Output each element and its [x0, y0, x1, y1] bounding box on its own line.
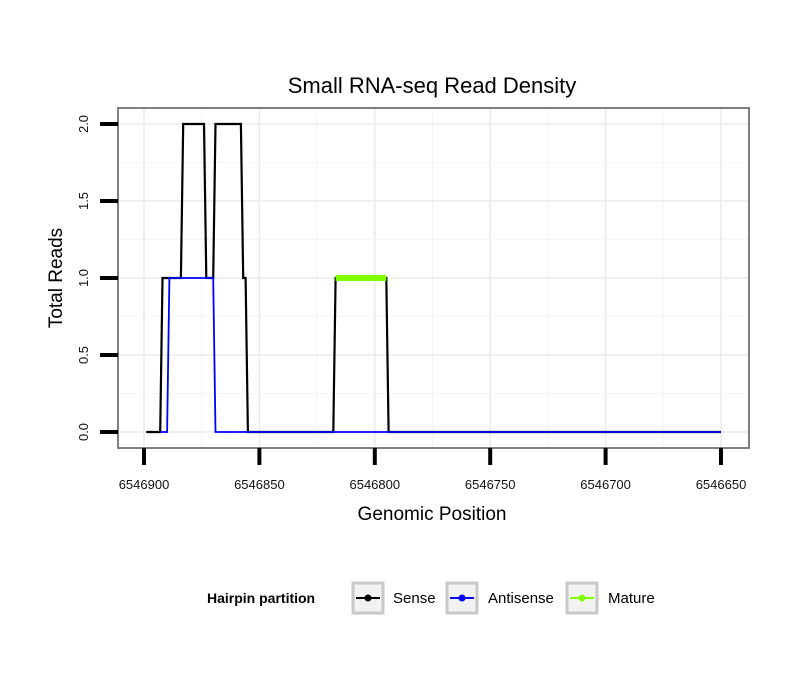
x-tick-label: 6546650 [696, 477, 747, 492]
y-tick-label: 2.0 [76, 115, 91, 133]
y-tick-label: 1.5 [76, 192, 91, 210]
chart-title: Small RNA-seq Read Density [288, 73, 577, 98]
legend-label-mature: Mature [608, 590, 655, 607]
x-tick-label: 6546750 [465, 477, 516, 492]
legend-key-dot [364, 594, 372, 602]
x-tick-label: 6546700 [580, 477, 631, 492]
y-axis: 0.0 0.5 1.0 1.5 2.0 [76, 115, 118, 441]
grid-lines [118, 108, 749, 448]
x-tick-label: 6546800 [349, 477, 400, 492]
y-axis-title: Total Reads [46, 228, 67, 328]
series-line-antisense [160, 277, 721, 433]
series-layer [146, 122, 721, 434]
legend-key-dot [458, 594, 466, 602]
legend-label-antisense: Antisense [488, 590, 554, 607]
legend-title: Hairpin partition [207, 590, 315, 606]
y-tick-label: 0.0 [76, 423, 91, 441]
x-axis: 6546900 6546850 6546800 6546750 6546700 65466… [119, 448, 747, 492]
x-axis-title: Genomic Position [358, 504, 507, 525]
y-tick-label: 0.5 [76, 346, 91, 364]
legend-item-sense: Sense [351, 581, 436, 615]
x-tick-label: 6546900 [119, 477, 170, 492]
legend-key-dot [578, 594, 586, 602]
x-tick-label: 6546850 [234, 477, 285, 492]
legend: Hairpin partition Sense Antisense Mature [207, 581, 655, 615]
legend-label-sense: Sense [393, 590, 436, 607]
legend-item-antisense: Antisense [445, 581, 554, 615]
legend-item-mature: Mature [565, 581, 655, 615]
y-tick-label: 1.0 [76, 269, 91, 287]
